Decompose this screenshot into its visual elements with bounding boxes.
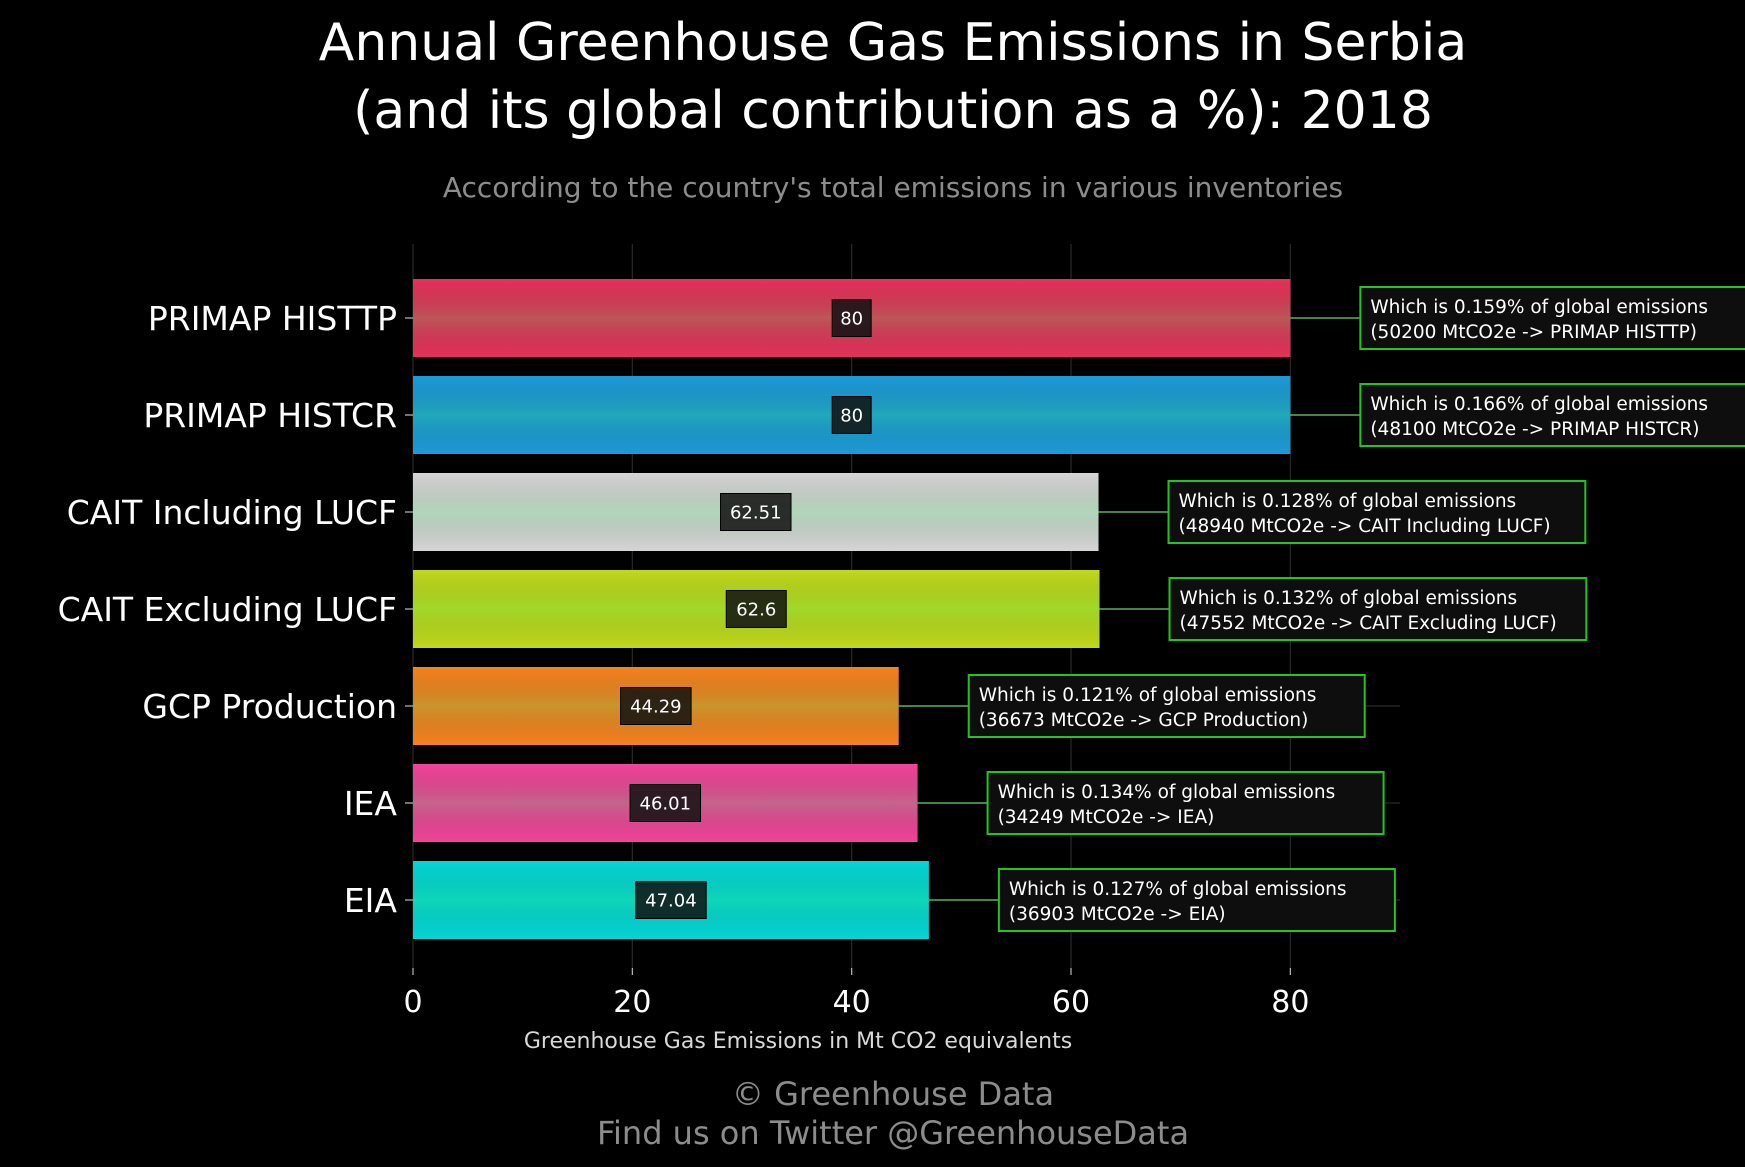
value-label-box — [629, 784, 702, 822]
category-label: IEA — [344, 784, 398, 823]
annotation-line1: Which is 0.159% of global emissions — [1370, 297, 1708, 318]
annotation-line2: (47552 MtCO2e -> CAIT Excluding LUCF) — [1180, 613, 1557, 634]
annotation-line2: (36673 MtCO2e -> GCP Production) — [979, 710, 1309, 731]
footer-twitter: Find us on Twitter @GreenhouseData — [597, 1114, 1189, 1152]
annotation-box — [967, 674, 1366, 738]
value-label: 62.51 — [730, 503, 782, 524]
annotations: Which is 0.159% of global emissions (5020… — [898, 286, 1745, 932]
annotation-line1: Which is 0.166% of global emissions — [1370, 394, 1708, 415]
bars: 80 80 62.51 62.6 44.29 46.01 47.04 — [413, 279, 1291, 939]
value-label: 80 — [840, 406, 863, 427]
category-label: GCP Production — [142, 687, 397, 726]
x-axis-title: Greenhouse Gas Emissions in Mt CO2 equiv… — [524, 1029, 1072, 1054]
annotation-line2: (36903 MtCO2e -> EIA) — [1009, 904, 1226, 925]
value-label-box — [720, 493, 792, 531]
x-axis-ticks: 0 20 40 60 80 — [403, 968, 1309, 1020]
annotation-box — [1359, 286, 1745, 350]
category-label: PRIMAP HISTTP — [148, 299, 397, 338]
category-label: CAIT Excluding LUCF — [58, 590, 397, 629]
annotation-line2: (48100 MtCO2e -> PRIMAP HISTCR) — [1370, 419, 1699, 440]
annotation-box — [986, 771, 1385, 835]
annotation-line2: (48940 MtCO2e -> CAIT Including LUCF) — [1179, 516, 1551, 537]
chart-title-line2: (and its global contribution as a %): 20… — [353, 81, 1433, 141]
value-label: 47.04 — [645, 891, 697, 912]
x-tick-label: 20 — [613, 985, 651, 1020]
x-tick-label: 60 — [1052, 985, 1090, 1020]
category-label: EIA — [344, 881, 398, 920]
category-label: CAIT Including LUCF — [67, 493, 397, 532]
value-label-box — [831, 396, 872, 434]
annotation-box — [1168, 577, 1588, 641]
value-label-box — [725, 590, 787, 628]
annotation-line1: Which is 0.134% of global emissions — [998, 782, 1336, 803]
chart-title-line1: Annual Greenhouse Gas Emissions in Serbi… — [319, 13, 1468, 73]
annotation-line1: Which is 0.121% of global emissions — [979, 685, 1317, 706]
annotation-line2: (34249 MtCO2e -> IEA) — [998, 807, 1215, 828]
value-label-box — [620, 687, 692, 725]
x-tick-label: 0 — [403, 985, 422, 1020]
value-label-box — [635, 881, 707, 919]
value-label: 80 — [840, 309, 863, 330]
annotation-box — [997, 868, 1396, 932]
x-tick-label: 80 — [1271, 985, 1309, 1020]
annotation-line2: (50200 MtCO2e -> PRIMAP HISTTP) — [1370, 322, 1697, 343]
annotation-line1: Which is 0.128% of global emissions — [1179, 491, 1517, 512]
value-label: 62.6 — [736, 600, 776, 621]
annotation-box — [1359, 383, 1745, 447]
value-label-box — [831, 299, 872, 337]
category-labels: PRIMAP HISTTP PRIMAP HISTCR CAIT Including… — [58, 299, 413, 920]
annotation-line1: Which is 0.132% of global emissions — [1180, 588, 1518, 609]
annotation-line1: Which is 0.127% of global emissions — [1009, 879, 1347, 900]
category-label: PRIMAP HISTCR — [143, 396, 397, 435]
footer-copyright: © Greenhouse Data — [732, 1075, 1054, 1113]
value-label: 46.01 — [640, 794, 692, 815]
chart-subtitle: According to the country's total emissio… — [443, 171, 1343, 204]
value-label: 44.29 — [630, 697, 682, 718]
x-tick-label: 40 — [833, 985, 871, 1020]
annotation-box — [1167, 480, 1587, 544]
